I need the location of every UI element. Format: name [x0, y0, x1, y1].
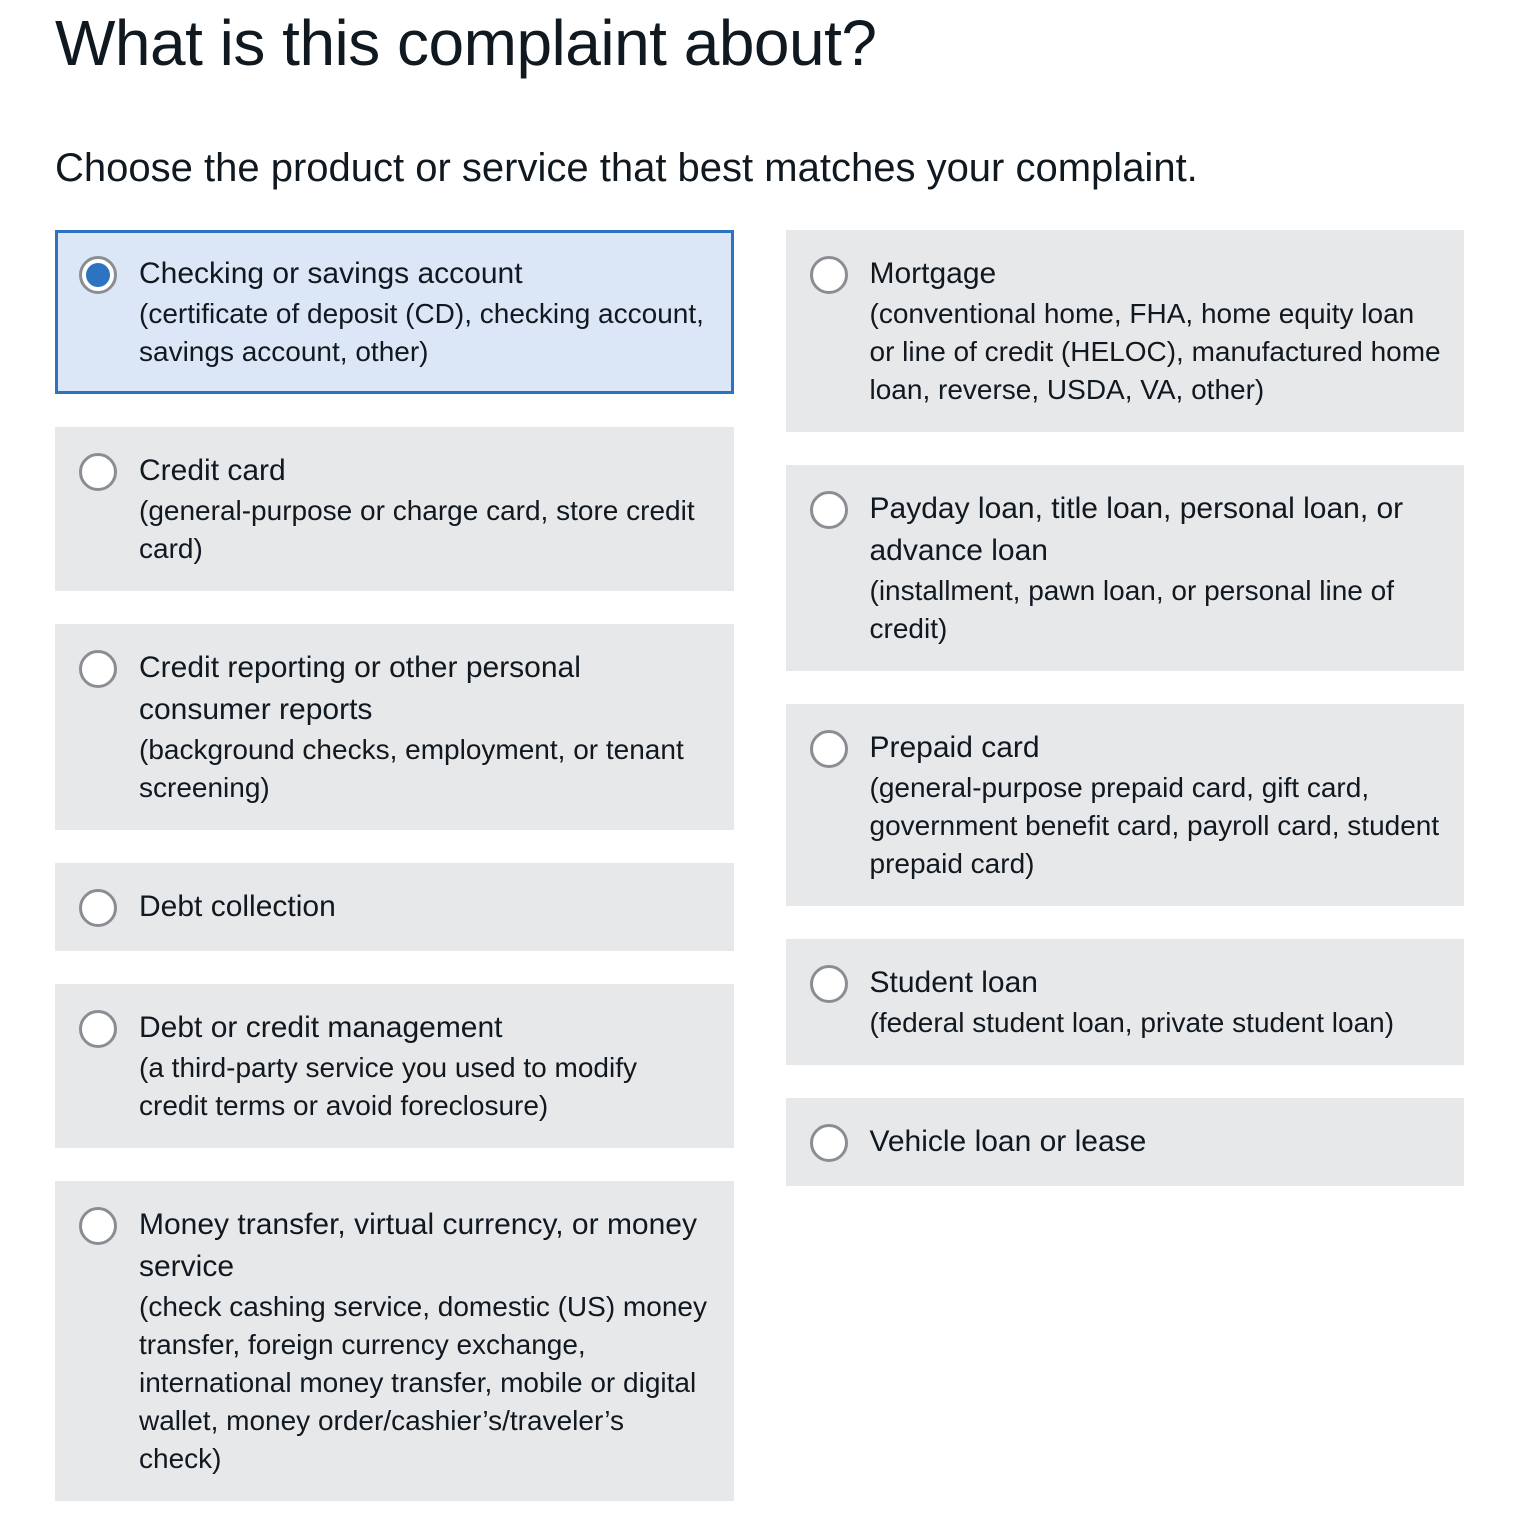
radio-button-icon[interactable] [809, 965, 848, 1003]
option-text: Vehicle loan or lease [870, 1121, 1147, 1163]
option-text: Debt collection [139, 886, 336, 928]
option-description: (certificate of deposit (CD), checking a… [139, 298, 704, 367]
option-label: Payday loan, title loan, personal loan, … [869, 492, 1404, 567]
option-description: (check cashing service, domestic (US) mo… [139, 1291, 707, 1474]
option-text: Checking or savings account (certificate… [139, 253, 711, 371]
radio-button-icon[interactable] [79, 1010, 117, 1048]
radio-button-icon[interactable] [79, 453, 117, 491]
radio-button-icon[interactable] [79, 256, 117, 294]
option-text: Student loan (federal student loan, priv… [870, 962, 1395, 1042]
option-label: Debt collection [139, 890, 336, 923]
option-text: Credit card (general-purpose or charge c… [139, 450, 711, 568]
options-column-left: Checking or savings account (certificate… [55, 230, 734, 1501]
page-subtitle: Choose the product or service that best … [55, 146, 1198, 190]
option-label: Mortgage [869, 257, 997, 290]
product-option-debt-or-credit-management[interactable]: Debt or credit management (a third-party… [55, 984, 734, 1148]
radio-button-icon[interactable] [809, 730, 848, 768]
option-label: Checking or savings account [139, 257, 523, 290]
option-label: Credit reporting or other personal consu… [139, 651, 581, 726]
option-description: (a third-party service you used to modif… [139, 1052, 637, 1121]
radio-button-icon[interactable] [809, 491, 848, 529]
page-title: What is this complaint about? [55, 7, 877, 79]
product-option-credit-card[interactable]: Credit card (general-purpose or charge c… [55, 427, 734, 591]
option-text: Prepaid card (general-purpose prepaid ca… [870, 727, 1442, 883]
radio-button-icon[interactable] [79, 1207, 117, 1245]
options-column-right: Mortgage (conventional home, FHA, home e… [785, 230, 1464, 1186]
product-option-payday-loan-title-loan-personal-loan-or-advance-loan[interactable]: Payday loan, title loan, personal loan, … [785, 465, 1464, 671]
product-option-vehicle-loan-or-lease[interactable]: Vehicle loan or lease [785, 1098, 1464, 1186]
product-option-credit-reporting-or-other-personal-consumer-reports[interactable]: Credit reporting or other personal consu… [55, 624, 734, 830]
product-option-debt-collection[interactable]: Debt collection [55, 863, 734, 951]
option-description: (installment, pawn loan, or personal lin… [869, 575, 1395, 644]
option-label: Debt or credit management [139, 1011, 503, 1044]
product-option-mortgage[interactable]: Mortgage (conventional home, FHA, home e… [785, 230, 1464, 432]
radio-button-icon[interactable] [809, 1124, 848, 1162]
option-label: Prepaid card [869, 731, 1040, 764]
radio-button-icon[interactable] [79, 650, 117, 688]
option-description: (background checks, employment, or tenan… [139, 734, 684, 803]
option-text: Money transfer, virtual currency, or mon… [139, 1204, 711, 1478]
product-options-group: Checking or savings account (certificate… [55, 230, 1464, 1501]
option-label: Vehicle loan or lease [869, 1125, 1147, 1158]
product-option-money-transfer-virtual-currency-or-money-service[interactable]: Money transfer, virtual currency, or mon… [55, 1181, 734, 1501]
option-label: Credit card [139, 454, 286, 487]
radio-button-icon[interactable] [79, 889, 117, 927]
product-option-prepaid-card[interactable]: Prepaid card (general-purpose prepaid ca… [785, 704, 1464, 906]
product-option-checking-or-savings-account[interactable]: Checking or savings account (certificate… [55, 230, 734, 394]
option-label: Student loan [869, 966, 1038, 999]
option-text: Payday loan, title loan, personal loan, … [870, 488, 1442, 648]
option-text: Mortgage (conventional home, FHA, home e… [870, 253, 1442, 409]
option-description: (general-purpose or charge card, store c… [139, 495, 695, 564]
option-label: Money transfer, virtual currency, or mon… [139, 1208, 697, 1283]
option-text: Debt or credit management (a third-party… [139, 1007, 711, 1125]
product-option-student-loan[interactable]: Student loan (federal student loan, priv… [785, 939, 1464, 1065]
option-text: Credit reporting or other personal consu… [139, 647, 711, 807]
radio-button-icon[interactable] [809, 256, 848, 294]
option-description: (general-purpose prepaid card, gift card… [869, 772, 1440, 879]
option-description: (conventional home, FHA, home equity loa… [869, 298, 1441, 405]
option-description: (federal student loan, private student l… [869, 1007, 1395, 1038]
